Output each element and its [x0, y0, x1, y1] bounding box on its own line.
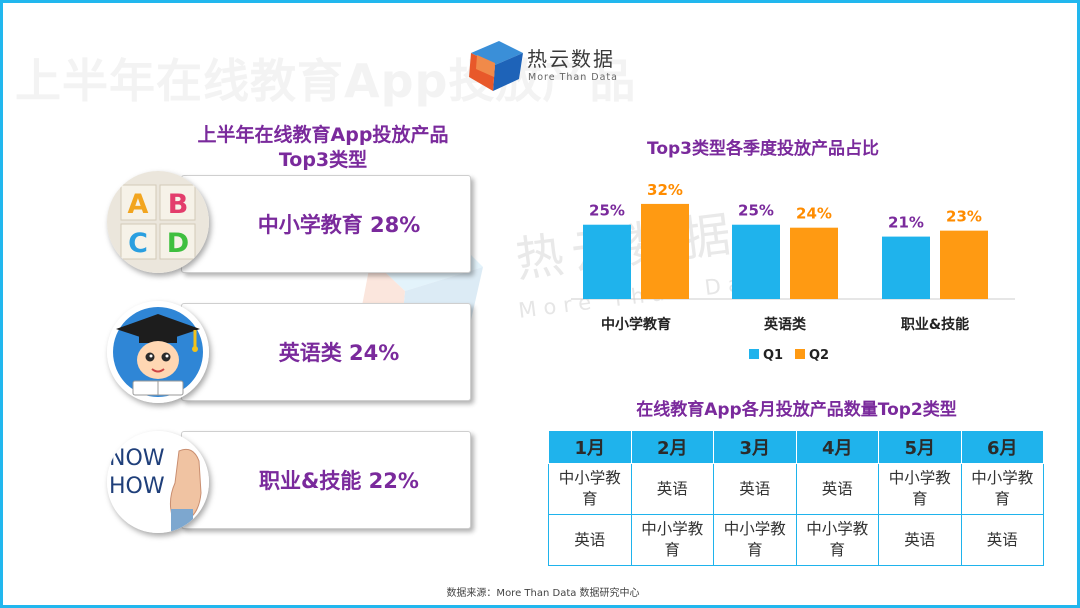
- legend-label: Q2: [809, 348, 829, 363]
- table-cell: 英语: [548, 514, 632, 566]
- table-row: 中小学教育 英语 英语 英语 中小学教育 中小学教育: [548, 463, 1044, 515]
- block-letter-c: C: [128, 228, 148, 259]
- category-label: 职业&技能: [901, 316, 969, 333]
- table-cell: 英语: [713, 463, 797, 515]
- bar-group: 25% 32% 中小学教育 25% 24% 英语类 21% 23% 职业&技能: [583, 181, 988, 333]
- table-title: 在线教育App各月投放产品数量Top2类型: [636, 400, 957, 420]
- table-cell: 中小学教育: [795, 514, 879, 566]
- data-label: 25%: [589, 202, 625, 220]
- data-label: 21%: [888, 214, 924, 232]
- brand-logo: 热云数据 More Than Data: [467, 39, 637, 93]
- block-letter-d: D: [167, 228, 189, 259]
- data-label: 25%: [738, 202, 774, 220]
- legend-swatch-q2: [795, 349, 805, 359]
- chart-title: Top3类型各季度投放产品占比: [646, 139, 879, 159]
- now-text: NOW: [109, 446, 165, 471]
- table-cell: 英语: [960, 514, 1044, 566]
- bar-q1: [732, 224, 780, 299]
- left-panel-title: 上半年在线教育App投放产品 Top3类型: [173, 123, 473, 173]
- table-cell: 中小学教育: [548, 463, 632, 515]
- category-label: 中小学教育 28%: [257, 213, 421, 237]
- monthly-top2-table: 1月 2月 3月 4月 5月 6月 中小学教育 英语 英语 英语 中小学教育 中…: [548, 430, 1044, 566]
- bar-q2: [641, 203, 689, 299]
- table-cell: 英语: [795, 463, 879, 515]
- table-cell: 英语: [630, 463, 714, 515]
- left-title-line2: Top3类型: [278, 149, 368, 171]
- quarterly-bar-chart: 25% 32% 中小学教育 25% 24% 英语类 21% 23% 职业&技能 Q1 Q2: [571, 181, 1015, 363]
- data-label: 24%: [796, 205, 832, 223]
- bar-q2: [940, 230, 988, 299]
- background-ghost-title: 上半年在线教育App投放产品: [15, 54, 637, 108]
- month-header: 1月: [548, 430, 632, 464]
- month-header: 2月: [630, 430, 714, 464]
- category-card-k12: 中小学教育 28%: [181, 175, 471, 273]
- now-how-hand-icon: NOW HOW: [107, 431, 209, 533]
- block-letter-a: A: [128, 189, 149, 220]
- abcd-blocks-icon: A B C D: [107, 171, 209, 273]
- table-header-row: 1月 2月 3月 4月 5月 6月: [548, 430, 1044, 464]
- table-cell: 英语: [878, 514, 962, 566]
- month-header: 6月: [960, 430, 1044, 464]
- table-cell: 中小学教育: [713, 514, 797, 566]
- category-label: 中小学教育: [601, 316, 671, 333]
- table-cell: 中小学教育: [878, 463, 962, 515]
- month-header: 4月: [795, 430, 879, 464]
- bar-q2: [790, 227, 838, 299]
- month-header: 3月: [713, 430, 797, 464]
- legend-label: Q1: [763, 348, 783, 363]
- chart-legend: Q1 Q2: [749, 348, 829, 363]
- category-label: 英语类 24%: [278, 341, 400, 365]
- data-label: 23%: [946, 208, 982, 226]
- brand-tagline: More Than Data: [528, 72, 618, 83]
- data-label: 32%: [647, 181, 683, 199]
- category-card-english: 英语类 24%: [181, 303, 471, 401]
- graduate-student-icon: [107, 301, 209, 403]
- table-row: 英语 中小学教育 中小学教育 中小学教育 英语 英语: [548, 514, 1044, 566]
- month-header: 5月: [878, 430, 962, 464]
- table-cell: 中小学教育: [630, 514, 714, 566]
- brand-name: 热云数据: [527, 47, 615, 71]
- data-source-note: 数据来源：More Than Data 数据研究中心: [446, 588, 640, 599]
- legend-swatch-q1: [749, 349, 759, 359]
- category-label: 英语类: [763, 316, 807, 333]
- bar-q1: [882, 236, 930, 299]
- table-cell: 中小学教育: [960, 463, 1044, 515]
- how-text: HOW: [109, 474, 165, 499]
- category-label: 职业&技能 22%: [259, 469, 419, 493]
- brand-cube-icon: [469, 41, 523, 91]
- bar-q1: [583, 224, 631, 299]
- category-card-vocational: 职业&技能 22%: [181, 431, 471, 529]
- block-letter-b: B: [168, 189, 189, 220]
- left-title-line1: 上半年在线教育App投放产品: [197, 124, 449, 146]
